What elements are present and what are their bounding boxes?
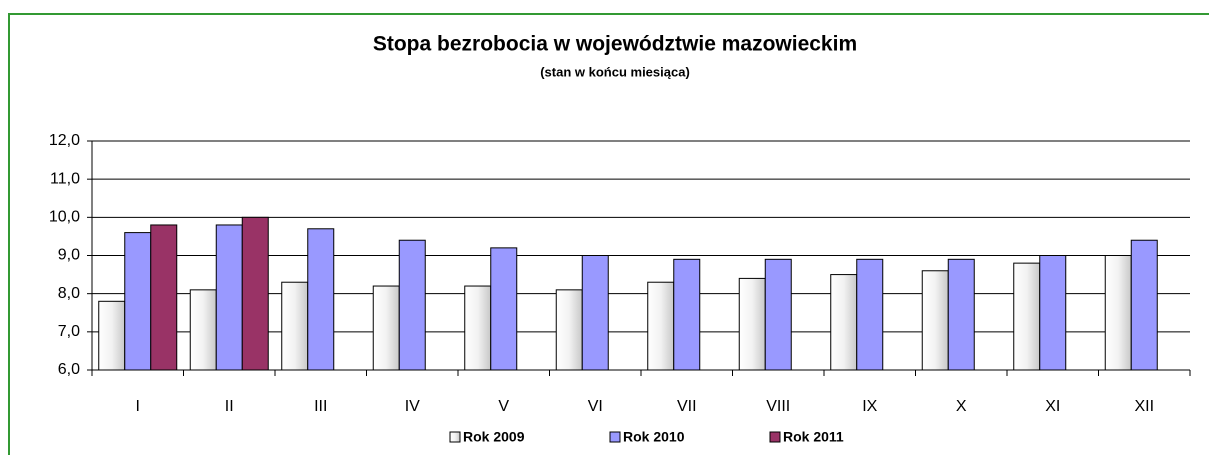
bar	[1013, 262, 1041, 371]
bar	[150, 224, 178, 371]
bar	[215, 224, 243, 371]
chart-title: Stopa bezrobocia w województwie mazowiec…	[373, 33, 857, 56]
x-tick-label: VI	[588, 398, 603, 415]
x-tick-label: I	[136, 398, 140, 415]
legend-swatch	[609, 431, 621, 443]
legend-swatch	[449, 431, 461, 443]
bar	[490, 247, 518, 371]
bar	[398, 239, 426, 371]
bar	[581, 255, 609, 371]
x-tick-label: III	[314, 398, 327, 415]
x-tick-label: XI	[1045, 398, 1060, 415]
y-tick-label: 12,0	[49, 132, 80, 149]
y-tick-label: 8,0	[58, 285, 80, 302]
bar	[738, 277, 766, 371]
legend-label: Rok 2009	[463, 429, 525, 445]
bar	[830, 274, 858, 371]
bar	[856, 258, 884, 371]
bar	[307, 228, 335, 371]
y-tick-label: 9,0	[58, 247, 80, 264]
chart-border	[8, 13, 1209, 455]
x-tick-label: VII	[677, 398, 697, 415]
y-tick-label: 6,0	[58, 361, 80, 378]
bar	[1130, 239, 1158, 371]
y-tick-label: 11,0	[50, 170, 80, 187]
chart-subtitle: (stan w końcu miesiąca)	[540, 64, 690, 79]
bar	[555, 289, 583, 371]
bar	[124, 232, 152, 371]
bar	[1039, 255, 1067, 371]
y-tick-label: 7,0	[58, 323, 80, 340]
legend-swatch	[769, 431, 781, 443]
x-tick-label: IX	[862, 398, 877, 415]
bar	[764, 258, 792, 371]
x-tick-label: XII	[1134, 398, 1154, 415]
bar	[1104, 255, 1132, 371]
bar	[241, 216, 269, 371]
x-tick-label: II	[225, 398, 234, 415]
bar	[372, 285, 400, 371]
bar	[921, 270, 949, 371]
x-tick-label: V	[498, 398, 509, 415]
bar	[281, 281, 309, 371]
y-tick-label: 10,0	[49, 209, 80, 226]
x-tick-label: X	[956, 398, 967, 415]
bar	[947, 258, 975, 371]
bar	[464, 285, 492, 371]
bar	[98, 300, 126, 371]
legend-label: Rok 2011	[783, 429, 844, 445]
bar	[673, 258, 701, 371]
x-tick-label: VIII	[766, 398, 790, 415]
bar	[647, 281, 675, 371]
x-tick-label: IV	[405, 398, 420, 415]
legend-label: Rok 2010	[623, 429, 685, 445]
bar	[189, 289, 217, 371]
